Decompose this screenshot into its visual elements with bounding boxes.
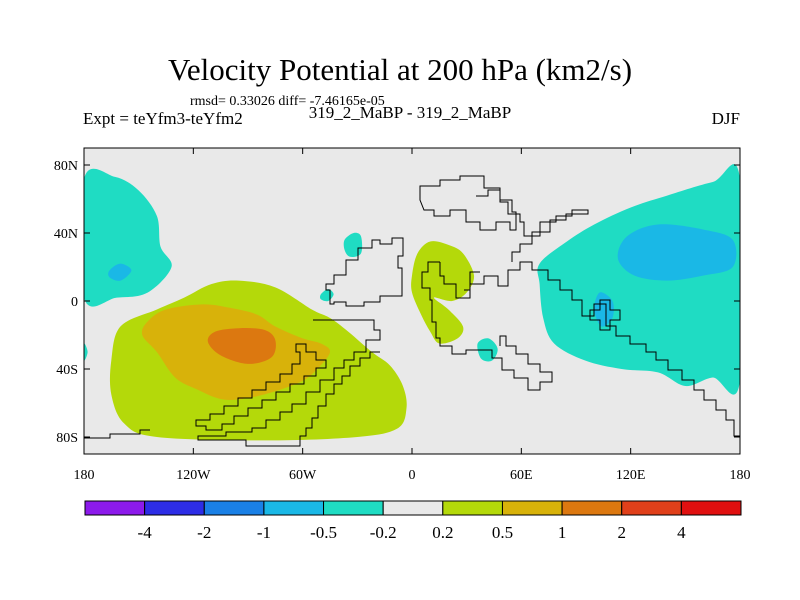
colorbar-swatch-2 [203, 500, 265, 516]
contour-region-2 [108, 263, 132, 281]
contour-region-8 [594, 292, 614, 327]
x-tick-label: 60W [289, 468, 317, 483]
colorbar-label: -2 [197, 523, 211, 542]
colorbar-label: -4 [138, 523, 153, 542]
colorbar-swatch-9 [621, 500, 682, 516]
experiment-label: Expt = teYfm3-teYfm2 [83, 109, 243, 128]
y-tick-label: 80S [56, 431, 78, 446]
colorbar-label: 0.2 [432, 523, 453, 542]
colorbar-label: -1 [257, 523, 271, 542]
colorbar-swatch-10 [680, 500, 742, 516]
contour-region-6 [537, 164, 740, 395]
x-tick-label: 180 [730, 468, 751, 483]
colorbar-swatch-3 [263, 500, 325, 516]
colorbar-label: 1 [558, 523, 567, 542]
colorbar-swatch-1 [144, 500, 205, 516]
x-tick-label: 120E [616, 468, 646, 483]
coastline-greenland [419, 175, 517, 231]
y-tick-label: 0 [71, 295, 78, 310]
coastline-pacific-islands [464, 271, 480, 291]
x-tick-label: 120W [176, 468, 211, 483]
contour-region-12 [411, 241, 475, 344]
colorbar-swatch-6 [442, 500, 503, 516]
contour-region-1 [84, 343, 88, 361]
coastline-south-america-inner [195, 343, 327, 431]
colorbar-label: -0.5 [310, 523, 337, 542]
contour-region-7 [617, 224, 737, 281]
contour-region-11 [207, 328, 276, 364]
colorbar-swatch-0 [84, 500, 146, 516]
coastline-africa-west [421, 261, 553, 391]
colorbar-swatch-5 [382, 500, 444, 516]
coastline-antarctica [84, 429, 150, 439]
coastline-north-america [325, 237, 404, 307]
coastline-indochina [589, 299, 621, 331]
colorbar-label: -0.2 [370, 523, 397, 542]
coastline-south-america [197, 319, 381, 447]
colorbar-label: 2 [617, 523, 626, 542]
coastline-eurasia-africa [439, 261, 740, 437]
y-tick-label: 40S [56, 363, 78, 378]
x-tick-label: 0 [409, 468, 416, 483]
colorbar-label: 4 [677, 523, 686, 542]
x-tick-label: 60E [510, 468, 533, 483]
y-tick-label: 40N [54, 227, 78, 242]
contour-region-0 [84, 168, 172, 307]
y-tick-label: 80N [54, 159, 78, 174]
coastline-asia-north [476, 189, 589, 262]
colorbar-label: 0.5 [492, 523, 513, 542]
stats-label: rmsd= 0.33026 diff= -7.46165e-05 [190, 94, 385, 109]
colorbar-swatch-8 [561, 500, 623, 516]
x-tick-label: 180 [74, 468, 95, 483]
colorbar-swatch-4 [323, 500, 384, 516]
season-label: DJF [711, 109, 740, 128]
chart-title: Velocity Potential at 200 hPa (km2/s) [167, 52, 633, 87]
case-label: 319_2_MaBP - 319_2_MaBP [308, 103, 512, 122]
colorbar-swatch-7 [501, 500, 563, 516]
